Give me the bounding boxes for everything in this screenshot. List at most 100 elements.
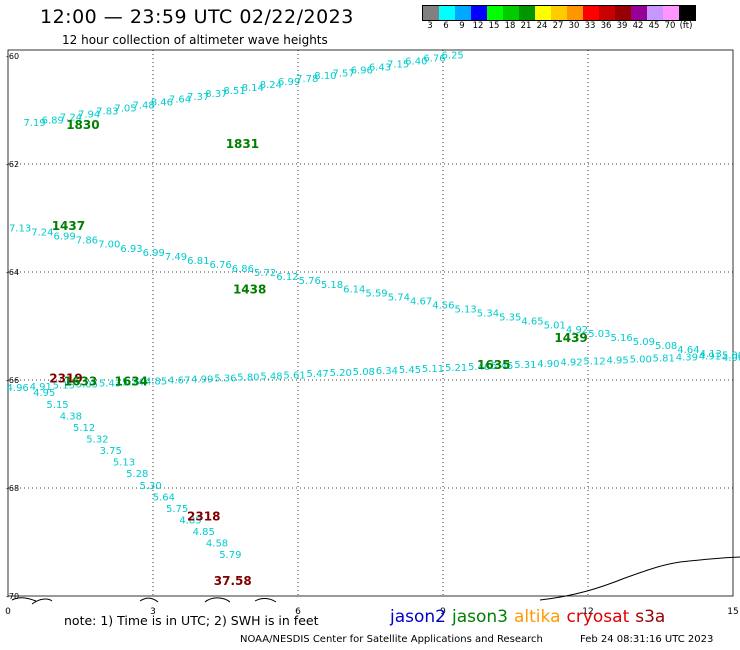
pass-time-label: 1634 bbox=[115, 374, 148, 388]
swh-value: 6.96 bbox=[351, 65, 373, 76]
swh-value: 5.32 bbox=[86, 434, 108, 445]
scale-label: 18 bbox=[504, 21, 516, 31]
swh-value: 5.36 bbox=[214, 373, 236, 384]
map-grid bbox=[7, 49, 734, 597]
swh-value: 8.14 bbox=[242, 83, 264, 94]
y-tick-label: -62 bbox=[6, 160, 19, 169]
satellite-cryosat: cryosat bbox=[566, 607, 630, 627]
scale-label: 24 bbox=[536, 21, 548, 31]
swh-value: 4.56 bbox=[432, 300, 454, 311]
pass-time-label: 1437 bbox=[52, 219, 85, 233]
swh-value: 5.59 bbox=[365, 288, 387, 299]
pass-time-label: 1438 bbox=[233, 283, 266, 297]
scale-swatch bbox=[471, 6, 487, 20]
swh-value: 5.12 bbox=[73, 423, 95, 434]
swh-value: 4.65 bbox=[521, 317, 543, 328]
color-scale-legend: 3 6 9 12 15 18 21 24 27 30 33 36 39 42 45 70 (ft) bbox=[422, 5, 696, 31]
map-frame bbox=[7, 49, 734, 597]
scale-label: 12 bbox=[472, 21, 484, 31]
coastline-bottom-left bbox=[11, 597, 277, 605]
swh-value: 5.00 bbox=[630, 355, 652, 366]
swh-value: 6.76 bbox=[209, 260, 231, 271]
pass-time-label: 1635 bbox=[477, 358, 510, 372]
swh-value: 5.48 bbox=[260, 371, 282, 382]
track-middle: 7.13 7.24 6.99 7.86 7.00 6.93 6.99 7.49 6.81 6.76… bbox=[9, 219, 740, 364]
swh-value: 4.92 bbox=[560, 358, 582, 369]
pass-time-label: 2318 bbox=[187, 509, 220, 523]
satellite-altika: altika bbox=[514, 607, 561, 627]
swh-value: 8.10 bbox=[314, 71, 336, 82]
swh-value: 5.75 bbox=[166, 504, 188, 515]
pass-time-label: 1439 bbox=[554, 331, 587, 345]
swh-value: 6.43 bbox=[369, 62, 391, 73]
swh-value: 5.20 bbox=[330, 368, 352, 379]
swh-value: 7.00 bbox=[98, 240, 120, 251]
satellite-legend: jason2 jason3 altika cryosat s3a bbox=[390, 607, 671, 627]
pass-time-label: 2319 bbox=[49, 372, 82, 386]
track-upper: 7.196.897.247.947.837.057.488.467.647.37… bbox=[23, 51, 463, 151]
page-subtitle: 12 hour collection of altimeter wave hei… bbox=[62, 33, 328, 47]
y-tick-label: -60 bbox=[6, 52, 19, 61]
x-tick-label: 3 bbox=[150, 607, 156, 617]
swh-value: 6.14 bbox=[343, 284, 365, 295]
swh-value: 5.08 bbox=[353, 367, 375, 378]
scale-swatch bbox=[615, 6, 631, 20]
y-tick-label: -66 bbox=[6, 376, 19, 385]
altimeter-tracks: 7.196.897.247.947.837.057.488.467.647.37… bbox=[7, 51, 740, 589]
swh-value: 8.51 bbox=[223, 86, 245, 97]
swh-value: 8.24 bbox=[260, 80, 282, 91]
pass-time-label: 1830 bbox=[66, 118, 99, 132]
scale-swatch bbox=[599, 6, 615, 20]
swh-value: 4.95 bbox=[33, 388, 55, 399]
scale-swatch bbox=[423, 6, 439, 20]
swh-value: 4.38 bbox=[60, 411, 82, 422]
swh-value: 4.92 bbox=[566, 325, 588, 336]
scale-label: 39 bbox=[616, 21, 628, 31]
swh-value: 5.21 bbox=[445, 363, 467, 374]
footer-timestamp: Feb 24 08:31:16 UTC 2023 bbox=[580, 634, 714, 645]
swh-value: 4.90 bbox=[537, 359, 559, 370]
satellite-jason2: jason2 bbox=[390, 607, 446, 627]
swh-value: 7.37 bbox=[187, 92, 209, 103]
scale-swatch bbox=[663, 6, 679, 20]
swh-value: 8.37 bbox=[205, 89, 227, 100]
swh-value: 7.24 bbox=[60, 112, 82, 123]
page-title: 12:00 — 23:59 UTC 02/22/2023 bbox=[40, 6, 354, 28]
scale-label: 3 bbox=[427, 21, 433, 31]
scale-label: 27 bbox=[552, 21, 564, 31]
coastline bbox=[11, 556, 740, 605]
swh-value: 6.99 bbox=[143, 248, 165, 259]
swh-value: 6.99 bbox=[278, 77, 300, 88]
swh-value: 4.67 bbox=[410, 296, 432, 307]
swh-value: 4.67 bbox=[168, 375, 190, 386]
scale-swatch bbox=[679, 6, 695, 20]
swh-value: 4.06 bbox=[722, 353, 740, 364]
x-tick-label: 12 bbox=[582, 607, 593, 617]
swh-value: 7.24 bbox=[31, 228, 53, 239]
swh-value: 5.08 bbox=[655, 341, 677, 352]
scale-label: 30 bbox=[568, 21, 580, 31]
swh-value: 4.99 bbox=[191, 374, 213, 385]
swh-value: 5.15 bbox=[53, 381, 75, 392]
scale-label: 6 bbox=[443, 21, 449, 31]
swh-value: 7.86 bbox=[76, 236, 98, 247]
swh-value: 4.58 bbox=[206, 539, 228, 550]
swh-value: 5.45 bbox=[491, 361, 513, 372]
swh-value: 6.40 bbox=[405, 57, 427, 68]
swh-value: 7.78 bbox=[296, 74, 318, 85]
x-tick-label: 6 bbox=[295, 607, 301, 617]
swh-value: 5.79 bbox=[219, 550, 241, 561]
swh-value: 5.00 bbox=[722, 350, 740, 361]
swh-value: 5.15 bbox=[46, 400, 68, 411]
swh-value: 7.19 bbox=[23, 118, 45, 129]
swh-value: 4.85 bbox=[193, 527, 215, 538]
scale-label: 36 bbox=[600, 21, 612, 31]
swh-value: 7.64 bbox=[169, 95, 191, 106]
scale-label: 45 bbox=[648, 21, 660, 31]
swh-value: 5.12 bbox=[583, 357, 605, 368]
scale-label: 33 bbox=[584, 21, 596, 31]
swh-value: 6.12 bbox=[276, 272, 298, 283]
swh-value: 5.81 bbox=[653, 354, 675, 365]
swh-value: 5.31 bbox=[514, 360, 536, 371]
